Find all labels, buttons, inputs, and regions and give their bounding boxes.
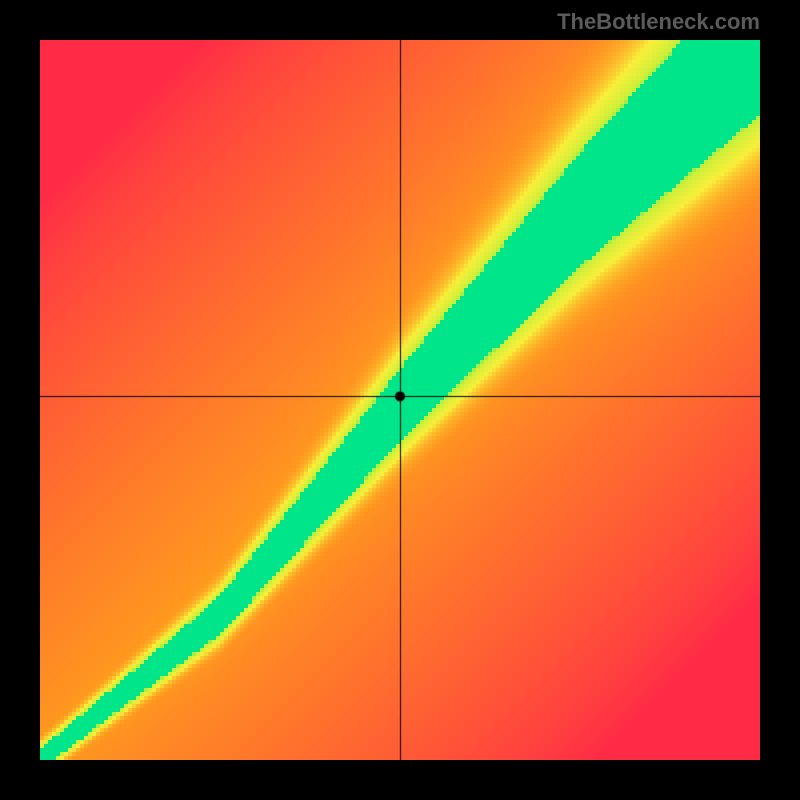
watermark-text: TheBottleneck.com <box>557 9 760 35</box>
bottleneck-heatmap <box>40 40 760 760</box>
chart-container: TheBottleneck.com <box>0 0 800 800</box>
